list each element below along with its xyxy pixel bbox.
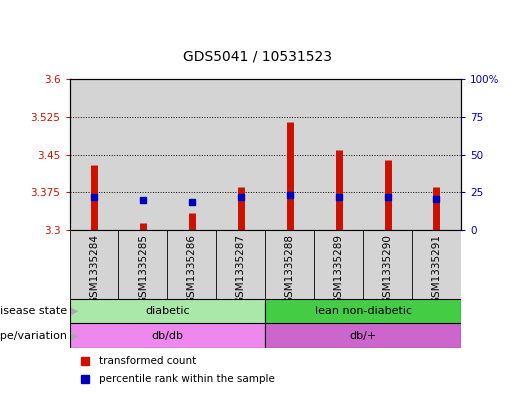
Text: GSM1335286: GSM1335286 xyxy=(187,234,197,304)
Bar xyxy=(314,79,363,230)
Bar xyxy=(167,79,216,230)
Bar xyxy=(314,230,363,299)
Bar xyxy=(363,79,412,230)
Text: lean non-diabetic: lean non-diabetic xyxy=(315,306,411,316)
Bar xyxy=(265,299,461,323)
Bar xyxy=(216,230,265,299)
Text: ▶: ▶ xyxy=(71,331,78,341)
Text: percentile rank within the sample: percentile rank within the sample xyxy=(99,374,275,384)
Bar xyxy=(412,79,461,230)
Bar xyxy=(167,230,216,299)
Bar xyxy=(118,230,167,299)
Text: db/db: db/db xyxy=(151,331,183,341)
Text: diabetic: diabetic xyxy=(145,306,190,316)
Text: GSM1335290: GSM1335290 xyxy=(383,234,392,304)
Text: GSM1335285: GSM1335285 xyxy=(138,234,148,304)
Text: ▶: ▶ xyxy=(71,306,78,316)
Text: GSM1335288: GSM1335288 xyxy=(285,234,295,304)
Bar xyxy=(412,230,461,299)
Text: GSM1335291: GSM1335291 xyxy=(432,234,441,304)
Text: GSM1335287: GSM1335287 xyxy=(236,234,246,304)
Text: transformed count: transformed count xyxy=(99,356,196,366)
Text: genotype/variation: genotype/variation xyxy=(0,331,67,341)
Bar xyxy=(265,323,461,348)
Bar xyxy=(216,79,265,230)
Bar xyxy=(70,323,265,348)
Bar xyxy=(265,230,314,299)
Bar xyxy=(70,230,118,299)
Text: GSM1335289: GSM1335289 xyxy=(334,234,344,304)
Text: disease state: disease state xyxy=(0,306,67,316)
Bar xyxy=(118,79,167,230)
Text: db/+: db/+ xyxy=(350,331,376,341)
Bar xyxy=(70,299,265,323)
Bar xyxy=(265,79,314,230)
Bar xyxy=(363,230,412,299)
Text: GDS5041 / 10531523: GDS5041 / 10531523 xyxy=(183,49,332,63)
Bar xyxy=(70,79,118,230)
Text: GSM1335284: GSM1335284 xyxy=(89,234,99,304)
